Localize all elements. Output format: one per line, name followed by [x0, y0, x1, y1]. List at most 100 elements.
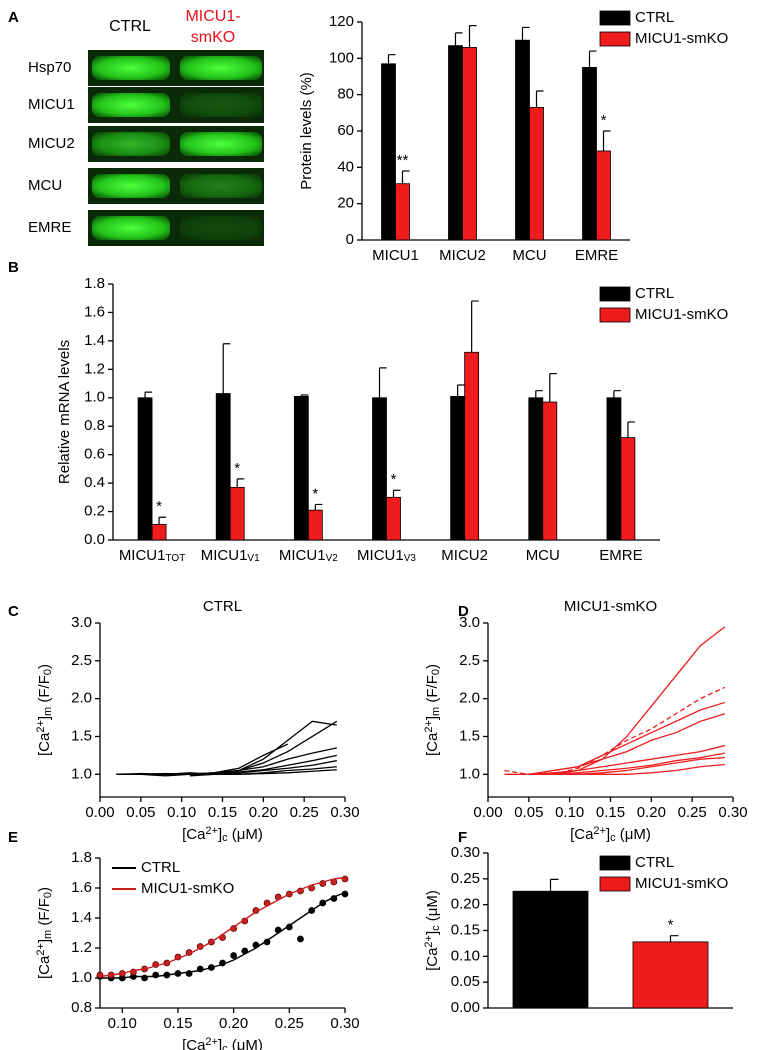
label-part: (μM)	[424, 890, 441, 925]
y-tick-label: 2.0	[71, 690, 92, 707]
label-part: [Ca	[424, 732, 441, 756]
x-tick-label: MICU2	[439, 247, 486, 264]
category-subscript: V3	[404, 553, 417, 564]
panel-letter: F	[458, 829, 467, 846]
y-tick-label: 0.30	[451, 844, 480, 861]
bar	[307, 509, 323, 541]
label-part: (μM)	[228, 826, 263, 843]
bar	[464, 351, 480, 541]
category: MCU	[512, 247, 546, 264]
label-part: 2+	[423, 935, 435, 948]
label-part: 2+	[205, 825, 218, 837]
y-tick-label: 120	[329, 13, 354, 30]
category: MICU2	[441, 547, 488, 564]
panel-letter: A	[8, 9, 19, 26]
x-tick-label: 0.15	[596, 804, 625, 821]
x-tick-label: 0.20	[219, 1015, 248, 1032]
category: MICU1	[201, 547, 248, 564]
panel-letter: C	[8, 603, 19, 620]
trace	[553, 626, 726, 775]
label-part: (μM)	[616, 826, 651, 843]
category: EMRE	[599, 547, 642, 564]
blot-row-label: Hsp70	[28, 59, 71, 76]
label-part: ]	[424, 931, 441, 935]
error-bar	[300, 394, 309, 397]
y-tick-label: 3.0	[459, 614, 480, 631]
chart-title: MICU1-smKO	[564, 598, 657, 615]
legend-label: MICU1-smKO	[635, 875, 728, 892]
blot-row-label: MICU1	[28, 96, 75, 113]
legend-label: CTRL	[141, 859, 180, 876]
error-bar	[392, 489, 401, 498]
label-part: c	[222, 832, 228, 844]
bar	[512, 890, 589, 1009]
panel-letter: B	[8, 259, 19, 276]
x-axis-label: [Ca2+]c (μM)	[182, 825, 263, 844]
bar	[229, 486, 245, 541]
y-tick-label: 1.0	[71, 765, 92, 782]
y-tick-label: 0.8	[71, 999, 92, 1016]
blot-band	[92, 216, 170, 240]
fit-curve	[100, 891, 346, 979]
category: MICU1	[279, 547, 326, 564]
y-axis-label: Relative mRNA levels	[56, 340, 73, 484]
y-tick-label: 1.0	[84, 389, 105, 406]
category: EMRE	[575, 247, 618, 264]
legend-label: CTRL	[635, 854, 674, 871]
label-part: [Ca	[182, 1037, 206, 1050]
significance-label: *	[668, 917, 674, 934]
blot-band	[180, 132, 262, 156]
category-subscript: V1	[247, 553, 260, 564]
label-part: m	[430, 707, 442, 716]
error-bar	[387, 54, 396, 64]
y-tick-label: 1.5	[459, 727, 480, 744]
error-bar	[535, 90, 544, 108]
y-tick-label: 20	[337, 195, 354, 212]
error-bar	[457, 384, 465, 397]
y-tick-label: 0.20	[451, 896, 480, 913]
data-point	[96, 971, 104, 979]
legend-swatch	[599, 855, 631, 871]
label-part: c	[430, 925, 442, 931]
error-bar	[454, 32, 463, 46]
label-part: (F/F	[36, 675, 53, 707]
bar	[386, 496, 401, 541]
blot-band	[180, 174, 262, 198]
y-tick-label: 80	[337, 86, 354, 103]
y-tick-label: 40	[337, 158, 354, 175]
label-part: 0	[42, 892, 54, 898]
bar	[372, 397, 387, 541]
error-bar	[468, 25, 477, 48]
error-bar	[158, 516, 167, 525]
y-tick-label: 0.0	[84, 531, 105, 548]
y-tick-label: 100	[329, 49, 354, 66]
category-subscript: V2	[326, 553, 339, 564]
error-bar	[669, 935, 679, 942]
legend-label: CTRL	[635, 285, 674, 302]
label-part: )	[424, 664, 441, 669]
error-bar	[627, 421, 635, 438]
x-tick-label: 0.30	[330, 804, 359, 821]
legend-swatch	[599, 876, 631, 892]
x-tick-label: 0.00	[473, 804, 502, 821]
significance-label: *	[156, 498, 162, 515]
label-part: m	[42, 930, 54, 939]
category: MICU2	[439, 247, 486, 264]
bar	[515, 39, 530, 241]
category-subscript: TOT	[165, 553, 185, 564]
label-part: 2+	[423, 720, 435, 733]
y-tick-label: 2.0	[459, 690, 480, 707]
x-axis-label: [Ca2+]c (μM)	[570, 825, 651, 844]
blot-band	[180, 216, 262, 240]
label-part: ]	[606, 826, 610, 843]
y-tick-label: 1.2	[84, 360, 105, 377]
legend-swatch	[599, 307, 631, 323]
blot-band	[92, 132, 170, 156]
bar	[582, 67, 597, 241]
y-tick-label: 3.0	[71, 614, 92, 631]
label-part: 2+	[205, 1036, 218, 1048]
blot-band	[180, 93, 262, 117]
label-part: (μM)	[228, 1037, 263, 1050]
x-tick-label: 0.00	[85, 804, 114, 821]
